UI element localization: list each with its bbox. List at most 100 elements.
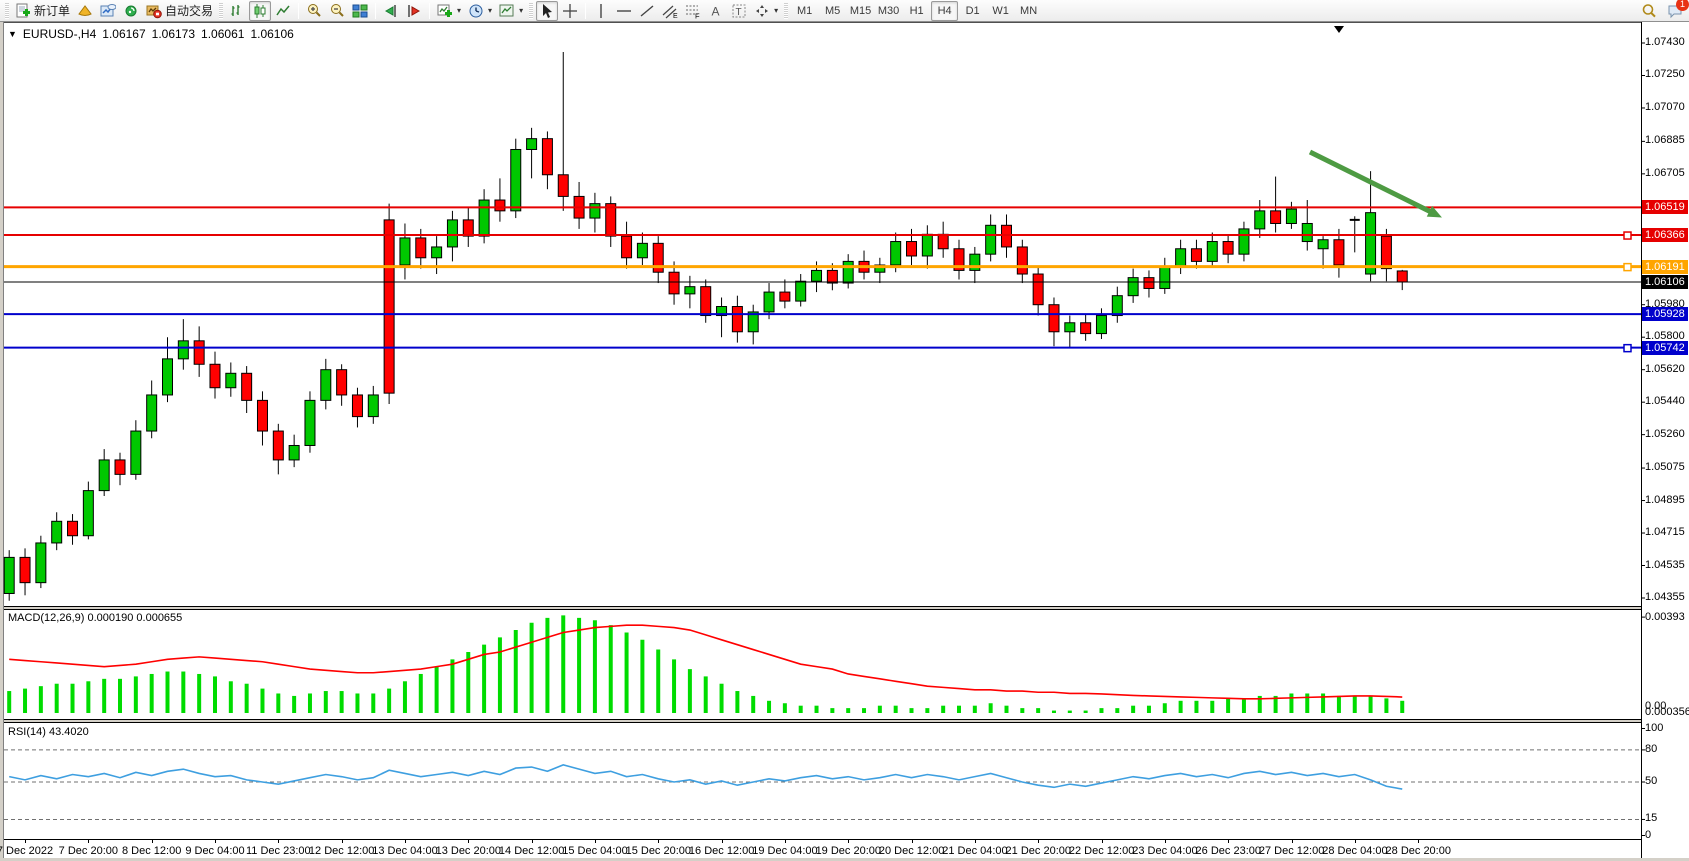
price-badge: 1.06366 <box>1642 228 1688 243</box>
cursor-button[interactable] <box>536 0 559 21</box>
crosshair-button[interactable] <box>559 1 581 21</box>
price-badge: 1.06191 <box>1642 259 1688 274</box>
svg-text:T: T <box>736 7 742 18</box>
time-label: 21 Dec 04:00 <box>942 845 1008 857</box>
cursor-arrow-icon <box>539 3 555 19</box>
ohlc-high: 1.06173 <box>151 27 196 41</box>
search-button[interactable] <box>1638 1 1660 21</box>
templates-icon <box>499 3 515 19</box>
time-tick-mark <box>1101 839 1103 843</box>
svg-text:E: E <box>673 13 678 19</box>
horizontal-line-button[interactable] <box>613 1 635 21</box>
tf-mn-button[interactable]: MN <box>1020 4 1038 17</box>
price-badge: 1.06519 <box>1642 200 1688 215</box>
svg-text:A: A <box>712 4 720 18</box>
new-chart-button[interactable]: ▾ <box>434 1 464 21</box>
text-label-button[interactable]: T <box>728 1 750 21</box>
time-tick-mark <box>658 839 660 843</box>
macd-panel[interactable] <box>4 610 1641 719</box>
toolbar-grip[interactable] <box>219 2 224 19</box>
arrows-icon <box>754 3 770 19</box>
time-label: 28 Dec 20:00 <box>1385 845 1451 857</box>
price-tick-label: 1.05980 <box>1645 297 1685 310</box>
zoom-in-button[interactable] <box>303 1 325 21</box>
macd-axis-max-label: 0.00393 <box>1645 611 1685 624</box>
toolbar-right-group: 1 <box>1638 0 1689 21</box>
text-button[interactable]: A <box>705 1 727 21</box>
time-label: 20 Dec 12:00 <box>878 845 945 857</box>
templates-button[interactable]: ▾ <box>496 1 526 21</box>
tf-h4-button[interactable]: H4 <box>931 0 959 21</box>
price-tick-label: 1.04355 <box>1645 591 1685 603</box>
price-tick-label: 1.05620 <box>1645 362 1685 375</box>
rsi-axis-label: 15 <box>1645 812 1658 825</box>
time-tick-mark <box>848 839 850 843</box>
panel-splitter[interactable] <box>4 719 1641 723</box>
equidistant-channel-button[interactable]: E <box>659 1 681 21</box>
bar-chart-button[interactable] <box>226 1 248 21</box>
zoom-in-icon <box>306 3 322 19</box>
toolbar-grip[interactable] <box>784 2 789 19</box>
signals-button[interactable] <box>120 1 142 21</box>
line-chart-icon <box>275 3 291 19</box>
candlestick-chart-button[interactable] <box>249 0 272 21</box>
periods-button[interactable]: ▾ <box>465 1 495 21</box>
tf-m15-button[interactable]: M15 <box>849 4 872 17</box>
publish-chart-button[interactable] <box>97 1 119 21</box>
chevron-down-icon[interactable]: ▼ <box>8 29 17 39</box>
search-icon <box>1641 3 1657 19</box>
panel-splitter[interactable] <box>4 606 1641 610</box>
vertical-line-button[interactable] <box>590 1 612 21</box>
horizontal-line-icon <box>616 3 632 19</box>
tf-d1-button[interactable]: D1 <box>965 4 980 17</box>
chat-button[interactable]: 1 <box>1664 0 1689 21</box>
text-icon: A <box>708 3 724 19</box>
time-tick-mark <box>1038 839 1040 843</box>
time-label: 7 Dec 2022 <box>0 845 54 857</box>
time-label: 26 Dec 23:00 <box>1195 845 1261 857</box>
zoom-out-button[interactable] <box>326 1 348 21</box>
chart-shift-marker-icon[interactable] <box>1334 26 1344 33</box>
auto-scroll-button[interactable] <box>380 1 402 21</box>
time-label: 9 Dec 04:00 <box>185 845 245 857</box>
tf-m5-button[interactable]: M5 <box>824 4 841 17</box>
tf-m1-button[interactable]: M1 <box>796 4 813 17</box>
chart-shift-icon <box>406 3 422 19</box>
time-axis[interactable] <box>4 839 1641 858</box>
price-tick-label: 1.05260 <box>1645 427 1685 440</box>
main-toolbar: 新订单 自动交易 <box>0 0 1689 22</box>
time-tick-mark <box>1354 839 1356 843</box>
main-chart-panel[interactable] <box>4 22 1641 606</box>
clock-icon <box>468 3 484 19</box>
trendline-button[interactable] <box>636 1 658 21</box>
line-chart-button[interactable] <box>272 1 294 21</box>
new-order-label: 新订单 <box>34 4 71 18</box>
toolbar-separator <box>585 2 587 19</box>
tf-h1-button[interactable]: H1 <box>909 4 924 17</box>
tf-w1-button[interactable]: W1 <box>992 4 1009 17</box>
equidistant-channel-icon: E <box>662 3 678 20</box>
tf-m30-button[interactable]: M30 <box>877 4 900 17</box>
rsi-panel[interactable] <box>4 723 1641 839</box>
fibonacci-button[interactable]: F <box>682 1 704 21</box>
macd-axis-zero-label: 0.00 <box>1645 700 1667 712</box>
toolbar-grip[interactable] <box>529 2 534 19</box>
window-left-edge <box>0 22 4 858</box>
time-tick-mark <box>468 839 470 843</box>
bar-chart-icon <box>229 3 245 19</box>
arrows-list-button[interactable]: ▾ <box>751 1 781 21</box>
tile-windows-button[interactable] <box>349 1 371 21</box>
signals-icon <box>123 3 139 19</box>
chart-shift-button[interactable] <box>403 1 425 21</box>
price-tick-label: 1.05800 <box>1645 330 1685 343</box>
price-tick-label: 1.04715 <box>1645 526 1685 539</box>
time-label: 15 Dec 20:00 <box>625 845 692 857</box>
time-label: 19 Dec 04:00 <box>752 845 818 857</box>
toolbar-grip[interactable] <box>5 2 9 19</box>
metaeditor-button[interactable] <box>74 1 96 21</box>
time-label: 7 Dec 20:00 <box>58 845 118 857</box>
notification-badge: 1 <box>1676 0 1689 11</box>
new-order-button[interactable]: 新订单 <box>12 1 73 21</box>
price-axis[interactable] <box>1641 22 1689 858</box>
autotrading-button[interactable]: 自动交易 <box>143 1 216 21</box>
